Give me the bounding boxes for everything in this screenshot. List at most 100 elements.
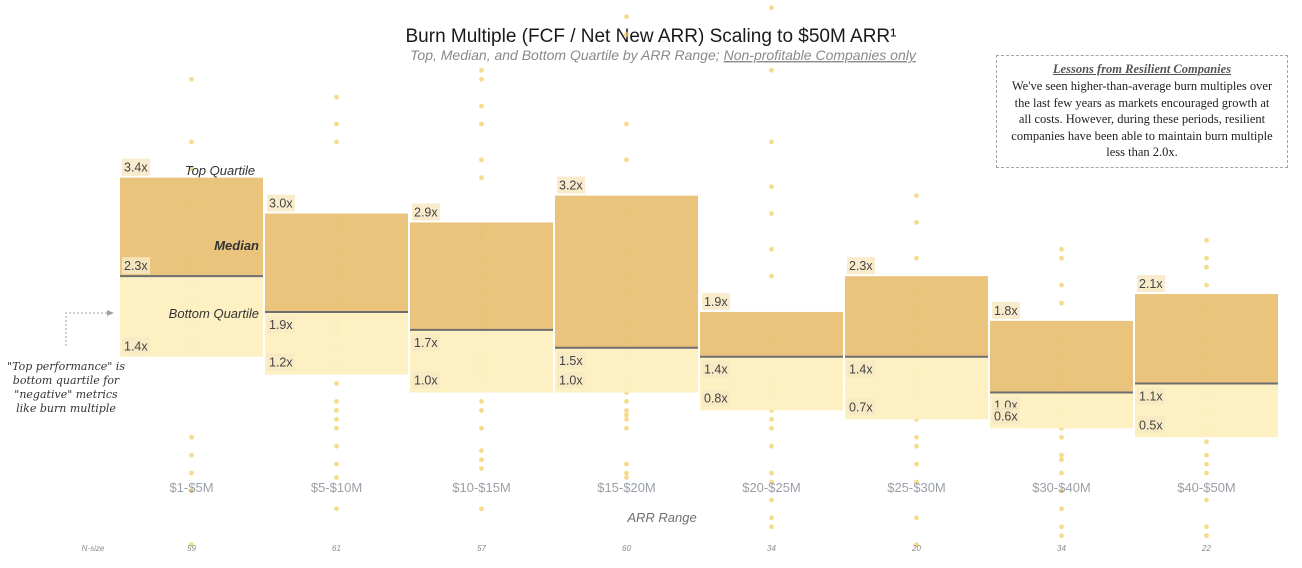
upper-quartile-box xyxy=(555,195,698,348)
x-axis-title: ARR Range xyxy=(626,510,696,525)
median-value: 1.4x xyxy=(849,363,873,377)
upper-quartile-box xyxy=(700,311,843,357)
data-point xyxy=(334,121,339,127)
annotation-line: like burn multiple xyxy=(16,402,116,415)
data-point xyxy=(479,408,484,413)
n-size-value: 34 xyxy=(767,544,776,553)
bottom-quartile-value-bg xyxy=(267,353,295,371)
data-point xyxy=(1204,255,1209,261)
data-point xyxy=(479,175,484,181)
data-point xyxy=(189,470,194,476)
data-point xyxy=(479,448,484,454)
median-value-bg xyxy=(412,333,440,351)
data-point xyxy=(189,166,194,172)
data-point xyxy=(624,416,629,422)
data-point xyxy=(1204,461,1209,467)
value-labels: 3.4x 2.3x 1.4x 3.0x 1.9x 1.2x 2.9x 1.7x 1.0x 3.2x… xyxy=(122,158,1165,434)
category-label: $1-$5M xyxy=(169,480,213,495)
data-point xyxy=(769,425,774,431)
upper-quartile-box xyxy=(410,222,553,330)
bottom-quartile-value-bg xyxy=(702,389,730,407)
upper-quartile-box xyxy=(845,276,988,357)
top-quartile-value: 3.0x xyxy=(269,197,293,211)
data-point xyxy=(1204,282,1209,288)
data-point xyxy=(914,461,919,467)
data-point xyxy=(769,443,774,449)
data-point xyxy=(334,461,339,467)
top-quartile-value: 2.9x xyxy=(414,205,438,219)
data-point xyxy=(1204,524,1209,530)
data-point xyxy=(769,515,774,521)
data-point xyxy=(1204,497,1209,503)
data-point xyxy=(189,139,194,145)
top-quartile-value-bg xyxy=(267,194,295,212)
top-quartile-value: 1.8x xyxy=(994,304,1018,318)
top-quartile-value: 2.3x xyxy=(849,259,873,273)
data-point xyxy=(769,246,774,252)
chart-title: Burn Multiple (FCF / Net New ARR) Scalin… xyxy=(406,26,897,47)
data-point xyxy=(189,452,194,458)
data-point xyxy=(914,255,919,261)
data-point xyxy=(334,475,339,480)
median-value: 2.3x xyxy=(124,259,148,273)
data-point xyxy=(914,542,919,548)
chart-subtitle-underlined: Non-profitable Companies only xyxy=(724,47,917,63)
data-point xyxy=(1059,506,1064,512)
median-value-bg xyxy=(122,257,150,275)
data-point xyxy=(1204,439,1209,445)
data-point xyxy=(769,67,774,73)
data-point xyxy=(1059,434,1064,440)
lessons-title: Lessons from Resilient Companies xyxy=(1052,62,1232,76)
n-size-value: 34 xyxy=(1057,544,1066,553)
data-point xyxy=(1059,282,1064,288)
data-point xyxy=(769,497,774,503)
data-point xyxy=(769,184,774,190)
category-label: $30-$40M xyxy=(1032,480,1091,495)
data-point xyxy=(334,425,339,431)
median-value: 1.9x xyxy=(269,318,293,332)
data-point xyxy=(624,121,629,127)
data-point xyxy=(334,139,339,145)
data-point xyxy=(479,157,484,163)
upper-quartile-box xyxy=(990,320,1133,393)
data-point xyxy=(189,488,194,494)
top-quartile-value-bg xyxy=(412,203,440,221)
data-point xyxy=(914,515,919,521)
median-value: 1.1x xyxy=(1139,390,1163,404)
median-value: 1.4x xyxy=(704,363,728,377)
data-point xyxy=(624,14,629,19)
bottom-quartile-value: 0.5x xyxy=(1139,418,1163,432)
data-point xyxy=(479,457,484,463)
data-point xyxy=(769,139,774,145)
bottom-quartile-value: 1.4x xyxy=(124,340,148,354)
category-label: $25-$30M xyxy=(887,480,946,495)
data-point xyxy=(914,443,919,449)
data-point xyxy=(1204,237,1209,243)
upper-quartile-box xyxy=(265,213,408,312)
data-point xyxy=(624,408,629,413)
median-value-bg xyxy=(557,351,585,369)
data-point xyxy=(1059,457,1064,463)
bottom-quartile-value: 0.6x xyxy=(994,409,1018,423)
top-quartile-value-bg xyxy=(1137,275,1165,293)
data-point xyxy=(334,506,339,512)
category-label: $10-$15M xyxy=(452,480,511,495)
bottom-quartile-value-bg xyxy=(412,371,440,389)
annotation-line: "Top performance" is xyxy=(7,360,125,373)
data-point xyxy=(1204,470,1209,476)
data-point xyxy=(624,32,629,37)
data-point xyxy=(1204,533,1209,539)
data-point xyxy=(1059,488,1064,494)
data-point xyxy=(334,443,339,449)
n-size-value: 61 xyxy=(332,544,341,553)
data-point xyxy=(624,399,629,404)
data-point xyxy=(479,506,484,512)
bottom-quartile-value: 0.7x xyxy=(849,400,873,414)
data-point xyxy=(334,94,339,100)
data-point xyxy=(914,193,919,199)
annotation-arrow xyxy=(65,310,114,346)
n-size-value: 22 xyxy=(1201,544,1211,553)
data-point xyxy=(479,121,484,127)
data-point xyxy=(769,273,774,279)
